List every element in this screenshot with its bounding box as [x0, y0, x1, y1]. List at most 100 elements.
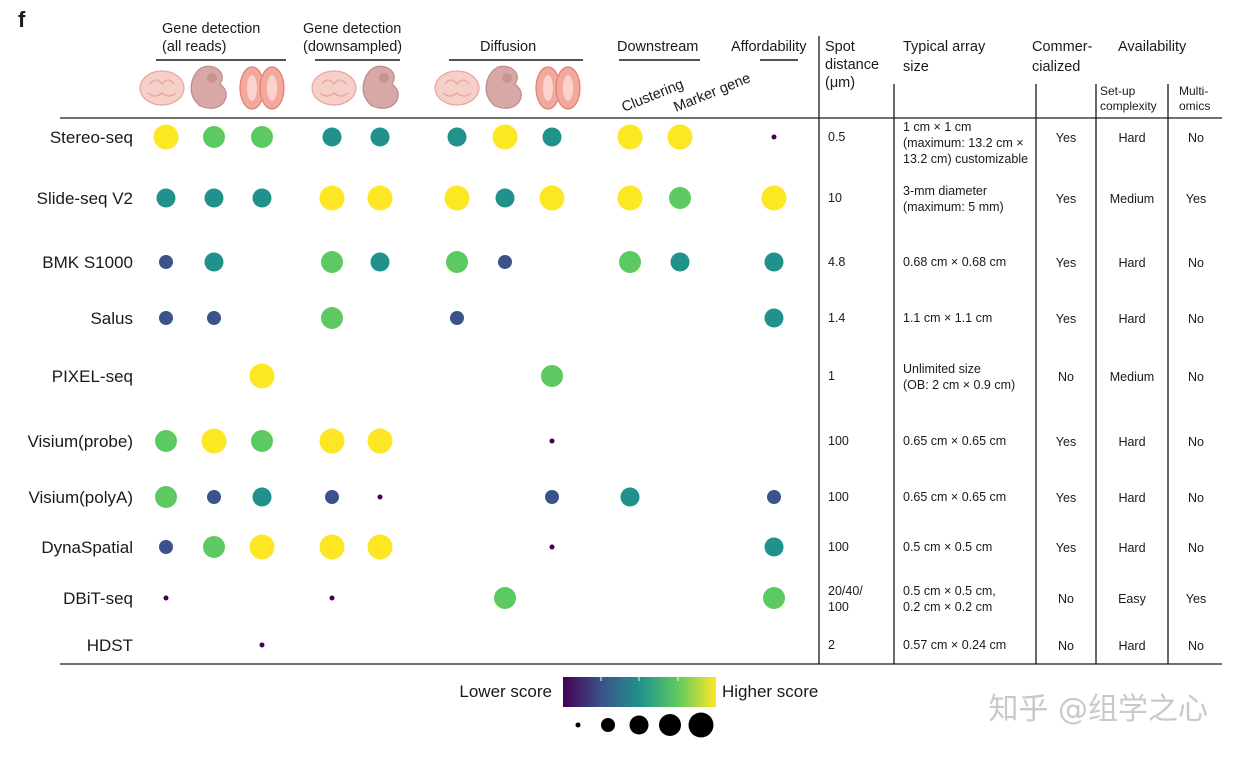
score-dot [321, 307, 343, 329]
multi-omics-cell: No [1188, 639, 1204, 653]
size-legend-dot [659, 714, 681, 736]
group-affordability: Affordability [731, 39, 807, 55]
method-row: Visium(probe) 100 0.65 cm × 0.65 cm Yes Hard… [27, 428, 1204, 454]
method-row: DynaSpatial 100 0.5 cm × 0.5 cm Yes Hard No [41, 534, 1204, 560]
method-label: DBiT-seq [63, 589, 133, 608]
score-dot [249, 363, 275, 389]
bulb-right-core [563, 75, 573, 101]
header-commercialized-line2: cialized [1032, 59, 1080, 75]
multi-omics-cell: Yes [1186, 592, 1206, 606]
commercialized-cell: Yes [1056, 192, 1076, 206]
spot-distance-cell: 100 [828, 434, 849, 448]
spot-distance-cell: 1 [828, 369, 835, 383]
header-setup-line2: complexity [1100, 99, 1157, 113]
brain-folds [442, 79, 472, 97]
brain-outline [434, 70, 480, 106]
method-label: HDST [87, 636, 133, 655]
header-multiomics-line1: Multi- [1179, 84, 1208, 98]
method-label: DynaSpatial [41, 538, 133, 557]
score-dot [444, 185, 470, 211]
mouse-brain-icon [311, 70, 357, 106]
score-dot [155, 486, 177, 508]
multi-omics-cell: No [1188, 256, 1204, 270]
method-row: PIXEL-seq 1 Unlimited size (OB: 2 cm × 0.9 … [52, 362, 1204, 392]
mouse-embryo-icon [485, 65, 522, 109]
score-dot [201, 428, 227, 454]
score-dot [669, 187, 691, 209]
score-dot [545, 490, 559, 504]
commercialized-cell: Yes [1056, 541, 1076, 555]
legend-higher-score: Higher score [722, 682, 818, 701]
score-dot [450, 311, 464, 325]
score-dot [319, 428, 345, 454]
array-size-cell: (OB: 2 cm × 0.9 cm) [903, 378, 1015, 392]
score-dot [163, 595, 169, 601]
embryo-head [502, 73, 512, 83]
legend-color-bar [563, 677, 716, 707]
spot-distance-cell: 100 [828, 490, 849, 504]
spot-distance-cell: 1.4 [828, 311, 845, 325]
array-size-cell: 13.2 cm) customizable [903, 152, 1028, 166]
score-dot [771, 134, 777, 140]
commercialized-cell: No [1058, 370, 1074, 384]
header-spot-line3: (μm) [825, 75, 855, 91]
setup-complexity-cell: Hard [1118, 256, 1145, 270]
score-dot [159, 540, 173, 554]
array-size-cell: 0.57 cm × 0.24 cm [903, 638, 1006, 652]
multi-omics-cell: No [1188, 312, 1204, 326]
score-dot [617, 185, 643, 211]
multi-omics-cell: No [1188, 370, 1204, 384]
spot-distance-cell: 100 [828, 600, 849, 614]
embryo-body [190, 65, 227, 109]
array-size-cell: 0.68 cm × 0.68 cm [903, 255, 1006, 269]
embryo-head [379, 73, 389, 83]
group-diffusion: Diffusion [480, 39, 536, 55]
method-row: HDST 2 0.57 cm × 0.24 cm No Hard No [87, 636, 1204, 655]
method-row: BMK S1000 4.8 0.68 cm × 0.68 cm Yes Hard No [42, 251, 1204, 273]
mouse-olfactory-bulb-icon [535, 66, 581, 110]
score-dot [153, 124, 179, 150]
method-label: Salus [90, 309, 133, 328]
array-size-cell: (maximum: 13.2 cm × [903, 136, 1024, 150]
score-dot [447, 127, 467, 147]
embryo-body [485, 65, 522, 109]
commercialized-cell: Yes [1056, 312, 1076, 326]
setup-complexity-cell: Hard [1118, 435, 1145, 449]
score-dot [549, 438, 555, 444]
score-dot [761, 185, 787, 211]
spot-distance-cell: 2 [828, 638, 835, 652]
score-dot [321, 251, 343, 273]
mouse-brain-icon [434, 70, 480, 106]
array-size-cell: 0.5 cm × 0.5 cm [903, 540, 992, 554]
legend-color-ticks [600, 677, 679, 681]
mouse-embryo-icon [190, 65, 227, 109]
score-dot [252, 188, 272, 208]
watermark-text: 知乎 @组学之心 [988, 692, 1208, 727]
score-dot [251, 430, 273, 452]
score-dot [542, 127, 562, 147]
score-dot [319, 534, 345, 560]
array-size-cell: 0.2 cm × 0.2 cm [903, 600, 992, 614]
score-dot [204, 252, 224, 272]
score-dot [249, 534, 275, 560]
array-size-cell: 1 cm × 1 cm [903, 120, 971, 134]
brain-folds [147, 79, 177, 97]
score-dot [204, 188, 224, 208]
setup-complexity-cell: Hard [1118, 541, 1145, 555]
setup-complexity-cell: Medium [1110, 370, 1154, 384]
brain-outline [311, 70, 357, 106]
brain-folds [319, 79, 349, 97]
method-row: DBiT-seq 20/40/100 0.5 cm × 0.5 cm, 0.2 cm … [63, 584, 1206, 614]
embryo-body [362, 65, 399, 109]
tissue-icon-row [139, 65, 581, 110]
header-multiomics-line2: omics [1179, 99, 1210, 113]
commercialized-cell: No [1058, 639, 1074, 653]
score-dot [763, 587, 785, 609]
array-size-cell: (maximum: 5 mm) [903, 200, 1004, 214]
method-label: Slide-seq V2 [37, 189, 133, 208]
method-label: PIXEL-seq [52, 367, 133, 386]
method-row: Salus 1.4 1.1 cm × 1.1 cm Yes Hard No [90, 307, 1204, 329]
downstream-marker-gene-label: Marker gene [672, 70, 753, 115]
method-label: Stereo-seq [50, 128, 133, 147]
embryo-head [207, 73, 217, 83]
